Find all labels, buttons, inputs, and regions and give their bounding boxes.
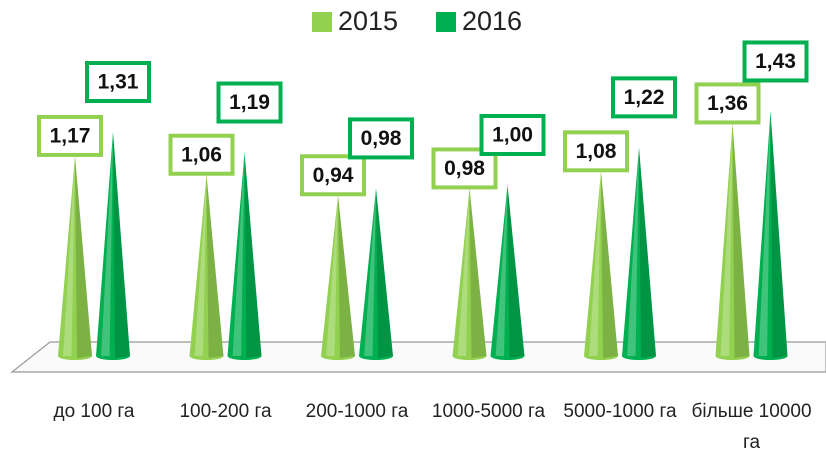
x-tick-label: 200-1000 га [305, 401, 409, 422]
value-box [694, 82, 761, 125]
value-box [168, 133, 235, 176]
value-label: 1,17 [50, 124, 91, 147]
legend-label: 2015 [338, 6, 398, 36]
cone-shade [469, 188, 487, 358]
cone-highlight [758, 111, 771, 356]
cone-highlight [627, 147, 639, 356]
value-label: 1,36 [707, 92, 748, 115]
value-label: 0,98 [361, 127, 402, 150]
cone-highlight [495, 185, 508, 356]
cone [58, 155, 92, 356]
cone [321, 195, 355, 356]
cone-shade [376, 188, 393, 358]
cone-shade [507, 185, 525, 358]
legend-label: 2016 [462, 6, 522, 36]
value-label: 1,08 [576, 140, 617, 163]
legend-swatch [436, 12, 456, 32]
value-label: 1,22 [624, 86, 665, 109]
cone-shade [206, 174, 224, 358]
value-label: 0,94 [313, 164, 354, 187]
cone-shade [732, 123, 750, 358]
floor [10, 341, 826, 373]
value-box [742, 40, 809, 83]
cone [359, 188, 393, 356]
cone-shade [770, 111, 788, 358]
cone-highlight [101, 131, 113, 356]
value-box [85, 60, 151, 103]
value-box [300, 154, 366, 197]
x-tick-label: 100-200 га [179, 401, 272, 422]
value-label: 1,19 [229, 91, 270, 114]
cone-shade [244, 152, 262, 358]
x-tick-label: до 100 га [53, 401, 135, 422]
cone-shade [75, 155, 92, 358]
cone-highlight [63, 155, 75, 356]
cone [227, 152, 262, 356]
value-box [348, 117, 414, 160]
value-label: 1,31 [98, 71, 139, 94]
value-label: 1,06 [181, 143, 222, 166]
x-tick-label: 5000-1000 га [563, 401, 677, 422]
cone [189, 174, 224, 356]
x-tick-label: більше 10000 га [691, 401, 812, 450]
x-tick-label: 1000-5000 га [431, 401, 546, 422]
cone-highlight [326, 195, 338, 356]
cone-shade [601, 171, 618, 358]
cone [490, 185, 525, 356]
value-box [37, 114, 103, 157]
cone-shade [113, 131, 130, 358]
cone [96, 131, 130, 356]
cone-highlight [232, 152, 245, 356]
value-label: 0,98 [444, 157, 485, 180]
value-box [479, 114, 546, 156]
cone [452, 188, 487, 356]
legend-swatch [312, 12, 332, 32]
value-box [563, 130, 629, 173]
cone [584, 171, 618, 356]
value-label: 1,00 [492, 124, 533, 147]
cone-shade [639, 147, 656, 358]
value-box [216, 81, 283, 124]
cone-shade [338, 195, 355, 358]
cone-highlight [720, 123, 733, 356]
cone [622, 147, 656, 356]
cone-highlight [194, 174, 207, 356]
cone-highlight [457, 188, 470, 356]
value-label: 1,43 [755, 50, 796, 73]
cone [715, 123, 750, 356]
cone-highlight [589, 171, 601, 356]
cone [753, 111, 788, 356]
cone-highlight [364, 188, 376, 356]
value-box [611, 76, 677, 119]
